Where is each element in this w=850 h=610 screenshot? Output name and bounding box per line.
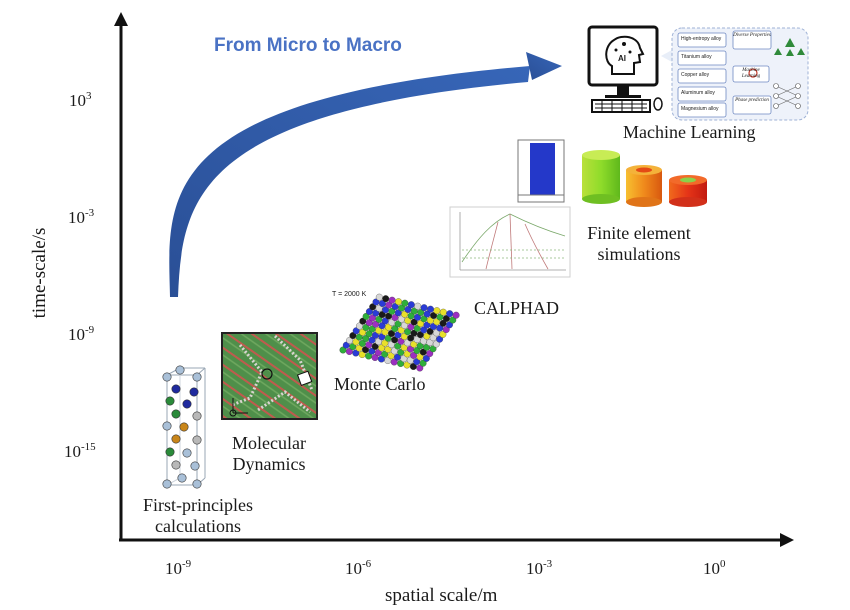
lattice-atom — [414, 302, 422, 310]
x-tick-1: 10-9 — [165, 558, 192, 578]
fem-cylinder-orange — [626, 165, 662, 207]
calphad-phase-diagram — [449, 206, 571, 278]
molecular-dynamics-label: Molecular Dynamics — [232, 433, 306, 474]
lattice-atom — [407, 301, 415, 309]
monte-carlo-label: Monte Carlo — [334, 374, 426, 394]
lattice-atom — [427, 305, 434, 313]
monte-carlo-lattice-image — [339, 293, 460, 372]
alloy-magnesium: Magnesium alloy — [681, 106, 719, 112]
lattice-atom — [419, 359, 427, 367]
lattice-atom — [382, 295, 390, 303]
fem-column-image — [517, 139, 565, 203]
lattice-atom — [439, 330, 447, 338]
machine-learning-label: Machine Learning — [623, 122, 756, 142]
lattice-atom — [420, 304, 428, 312]
lattice-atom — [422, 354, 430, 362]
y-tick-4: 10-15 — [64, 441, 96, 461]
x-tick-3: 10-3 — [526, 558, 553, 578]
lattice-atom — [388, 296, 396, 304]
lattice-atom — [432, 340, 440, 348]
alloy-aluminum: Aluminum alloy — [681, 90, 715, 96]
fem-cylinder-green — [582, 150, 620, 204]
lattice-atom — [436, 335, 444, 343]
micro-to-macro-arrow — [169, 52, 562, 297]
lattice-atom — [426, 350, 434, 358]
lattice-atom — [433, 307, 441, 315]
crystal-structure-image — [162, 365, 206, 489]
ai-head-text: AI — [618, 54, 626, 63]
diverse-properties-box: Diverse Properties — [733, 33, 771, 38]
first-principles-label: First-principles calculations — [143, 495, 253, 536]
ml-flow-panel — [661, 27, 809, 121]
computer-icon — [587, 25, 663, 113]
finite-element-label: Finite element simulations — [587, 223, 691, 264]
y-tick-2: 10-3 — [68, 207, 95, 227]
lattice-atom — [429, 345, 437, 353]
x-tick-4: 100 — [703, 558, 726, 578]
lattice-atom — [452, 311, 460, 319]
alloy-high-entropy: High-entropy alloy — [681, 36, 722, 42]
lattice-atom — [416, 364, 424, 372]
monte-carlo-temperature: T = 2000 K — [332, 291, 367, 298]
y-tick-1: 103 — [69, 90, 92, 110]
phase-prediction-box: Phase prediction — [735, 98, 769, 103]
y-axis-label: time-scale/s — [29, 227, 50, 319]
lattice-atom — [442, 326, 450, 334]
y-tick-3: 10-9 — [68, 324, 95, 344]
lattice-atom — [375, 293, 383, 301]
lattice-atom — [401, 299, 409, 307]
calphad-label: CALPHAD — [474, 298, 560, 318]
alloy-copper: Copper alloy — [681, 72, 710, 78]
lattice-atom — [449, 316, 457, 324]
lattice-atom — [446, 321, 453, 329]
x-tick-2: 10-6 — [345, 558, 372, 578]
x-axis-label: spatial scale/m — [385, 585, 498, 606]
machine-learning-box: Machine Learning — [741, 68, 761, 79]
fem-cylinder-red — [669, 175, 707, 207]
alloy-titanium: Titanium alloy — [681, 54, 712, 60]
lattice-atom — [446, 310, 454, 318]
y-axis — [114, 12, 128, 540]
lattice-atom — [395, 298, 402, 306]
diagram-title: From Micro to Macro — [214, 35, 402, 56]
molecular-dynamics-image — [221, 332, 318, 420]
lattice-atom — [439, 308, 447, 316]
x-axis — [119, 533, 794, 547]
